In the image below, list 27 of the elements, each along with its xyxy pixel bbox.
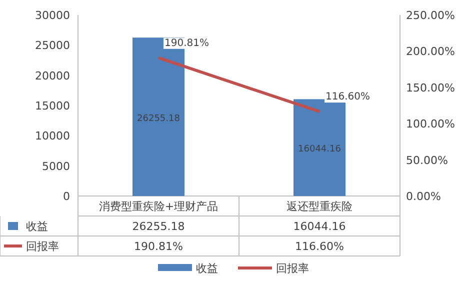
y-tick-label: 5000 xyxy=(42,160,70,173)
x-tick-label: 返还型重疾险 xyxy=(286,200,352,213)
text: 收益 xyxy=(26,220,48,233)
text: 190.81% xyxy=(164,38,209,49)
data-label: 116.60% xyxy=(295,240,344,253)
y2-tick-label: 250.00% xyxy=(406,9,455,22)
y-tick-label: 25000 xyxy=(35,39,70,52)
text: 116.60% xyxy=(326,92,370,103)
y2-tick-label: 100.00% xyxy=(406,118,455,131)
y2-tick-label: 200.00% xyxy=(406,45,455,58)
legend-label: 收益 xyxy=(196,262,218,275)
legend-label: 回报率 xyxy=(276,262,309,275)
y-tick-label: 30000 xyxy=(35,9,70,22)
y-tick-label: 20000 xyxy=(35,69,70,82)
x-tick-label: 消费型重疾险+理财产品 xyxy=(98,200,218,213)
y-tick-label: 15000 xyxy=(35,100,70,112)
data-label: 26255.18 xyxy=(132,220,185,233)
y2-tick-label: 50.00% xyxy=(406,154,448,167)
text: 16044.16 xyxy=(298,144,341,155)
y2-tick-label: 150.00% xyxy=(406,81,455,94)
y2-tick-label: 0.00% xyxy=(406,190,441,203)
text: 回报率 xyxy=(26,240,59,253)
data-label: 190.81% xyxy=(134,240,183,253)
data-label: 16044.16 xyxy=(293,220,346,233)
y-tick-label: 10000 xyxy=(35,130,70,143)
text: 26255.18 xyxy=(137,114,180,124)
y-tick-label: 0 xyxy=(63,190,70,203)
